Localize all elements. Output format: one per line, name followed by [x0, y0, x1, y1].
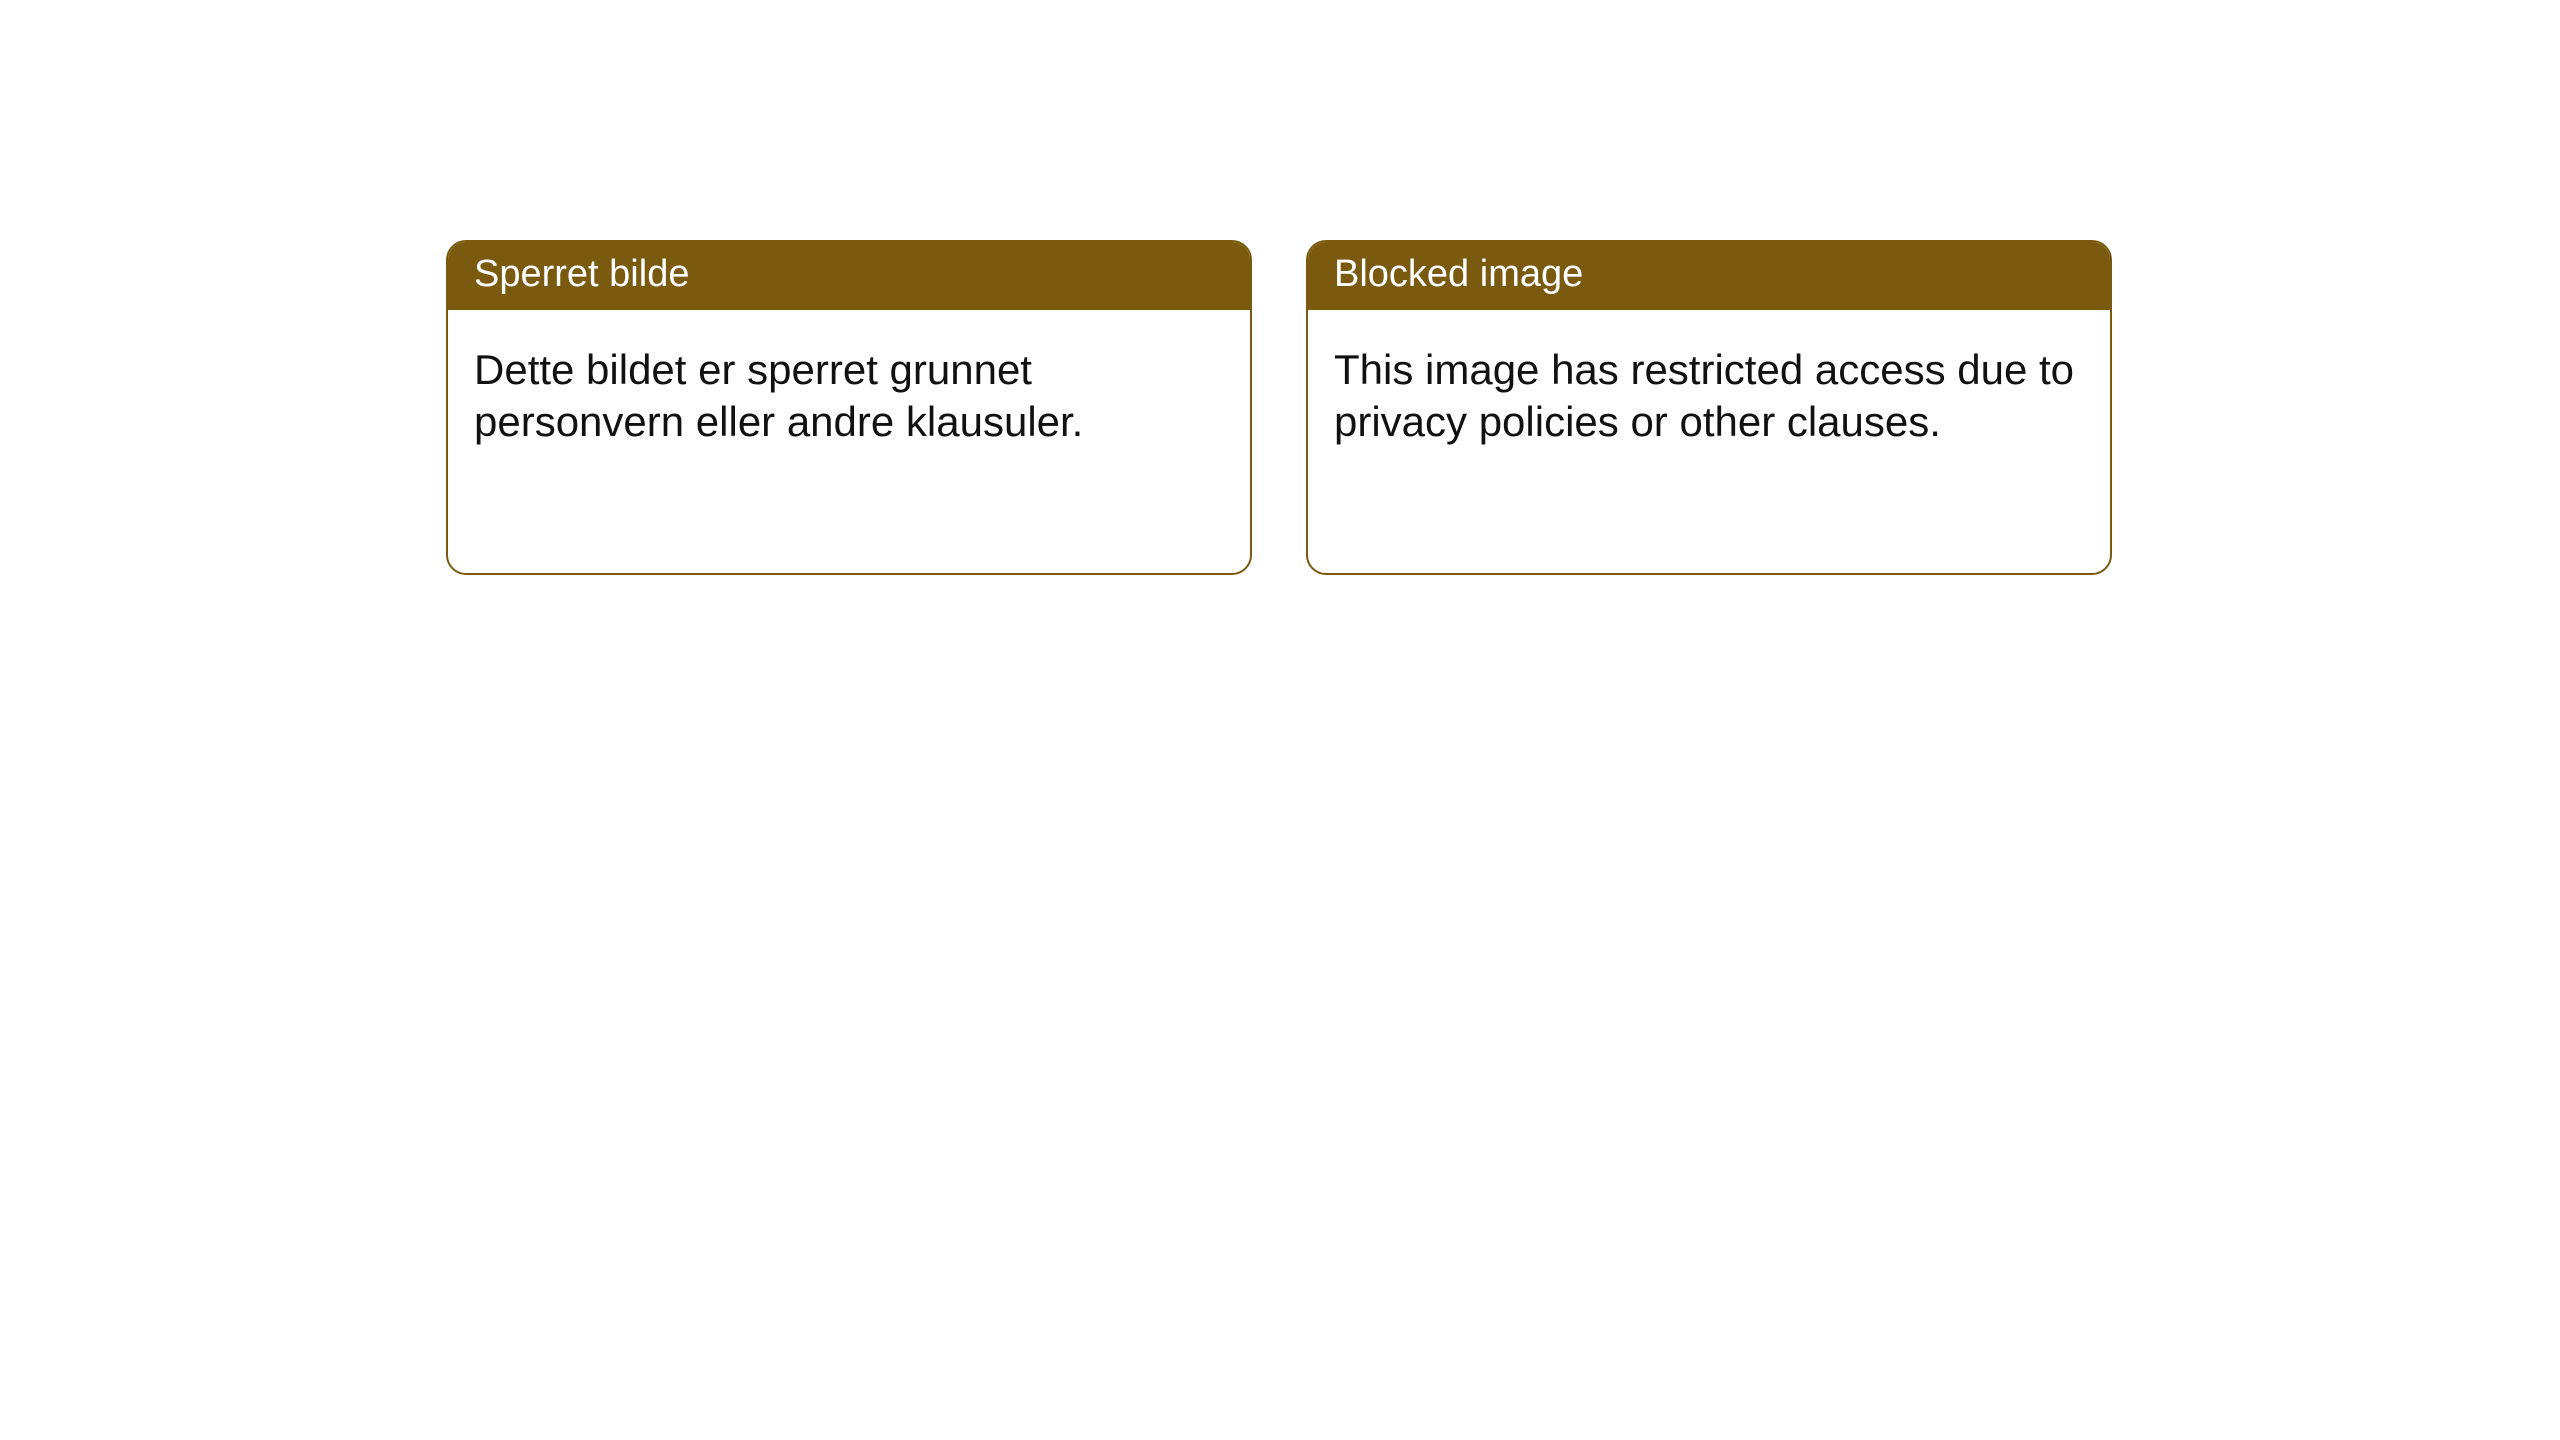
notice-card-title: Blocked image	[1308, 242, 2110, 310]
notice-card-en: Blocked image This image has restricted …	[1306, 240, 2112, 575]
notice-card-body: This image has restricted access due to …	[1308, 310, 2110, 483]
notice-card-body: Dette bildet er sperret grunnet personve…	[448, 310, 1250, 483]
notice-container: Sperret bilde Dette bildet er sperret gr…	[446, 240, 2112, 575]
notice-card-no: Sperret bilde Dette bildet er sperret gr…	[446, 240, 1252, 575]
notice-card-title: Sperret bilde	[448, 242, 1250, 310]
